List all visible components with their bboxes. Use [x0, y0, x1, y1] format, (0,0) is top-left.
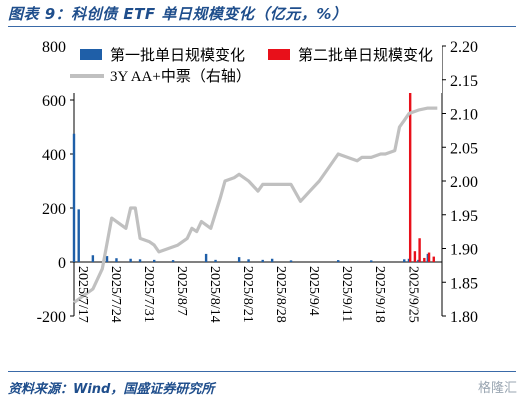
left-axis-tick-label: -200: [37, 309, 66, 326]
batch1-bar: [426, 253, 430, 262]
x-axis-tick-label: 2025/7/17: [75, 266, 90, 323]
x-axis-tick-label: 2025/7/31: [141, 266, 156, 323]
left-axis-tick-label: 600: [42, 93, 66, 110]
legend-swatch-batch2: [268, 49, 290, 60]
batch1-bar: [337, 260, 340, 262]
batch1-bar: [72, 133, 76, 262]
x-axis-tick-label: 2025/9/18: [372, 266, 387, 323]
batch1-bar: [289, 260, 293, 262]
left-axis-tick-label: 400: [42, 147, 66, 164]
batch2-bar: [432, 256, 435, 262]
batch1-bar: [171, 260, 175, 262]
right-axis-tick-label: 2.20: [450, 39, 478, 56]
right-axis-tick-label: 1.85: [450, 275, 478, 292]
left-axis-tick-label: 800: [42, 39, 66, 56]
right-axis-tick-label: 1.80: [450, 309, 478, 326]
right-axis-tick-label: 2.15: [450, 73, 478, 90]
x-axis-tick-label: 2025/9/11: [339, 266, 354, 322]
source-note: 资料来源：Wind，国盛证券研究所: [8, 382, 215, 397]
batch1-bar: [105, 256, 109, 262]
watermark: 格隆汇: [477, 381, 517, 396]
right-axis-tick-label: 1.90: [450, 242, 478, 259]
batch2-bar: [408, 86, 412, 262]
batch1-bar: [214, 259, 217, 262]
x-axis-tick-label: 2025/8/14: [207, 266, 222, 323]
batch2-bar: [413, 251, 417, 262]
source-divider: [8, 371, 516, 372]
batch1-bar: [237, 257, 241, 262]
legend-background: [70, 43, 442, 93]
batch2-bar: [423, 257, 426, 262]
batch1-bar: [129, 258, 132, 262]
batch1-bar: [403, 259, 406, 262]
x-axis-tick-label: 2025/7/24: [108, 266, 123, 323]
x-axis-tick-label: 2025/8/21: [240, 266, 255, 323]
x-axis-tick-label: 2025/8/28: [273, 266, 288, 323]
batch1-bar: [91, 255, 95, 262]
title-divider: [8, 26, 516, 27]
batch1-bar: [115, 258, 118, 262]
legend-label-batch2: 第二批单日规模变化: [298, 46, 433, 64]
batch1-bar: [270, 258, 274, 262]
batch2-bar: [418, 238, 421, 262]
yield-series-line: [73, 106, 438, 304]
batch1-bar: [204, 253, 208, 262]
right-axis-tick-label: 2.10: [450, 107, 478, 124]
legend-label-yield: 3Y AA+中票（右轴）: [110, 68, 251, 85]
right-axis-tick-label: 1.95: [450, 208, 478, 225]
batch1-bar: [261, 259, 264, 262]
figure-title: 图表 9：科创债 ETF 单日规模变化（亿元，%）: [8, 5, 348, 23]
left-axis-tick-label: 200: [42, 201, 66, 218]
batch1-bar: [370, 260, 373, 262]
batch1-bar: [77, 209, 80, 262]
x-axis-tick-label: 2025/9/25: [405, 266, 420, 323]
left-axis-tick-label: 0: [58, 255, 66, 272]
legend-swatch-batch1: [80, 49, 102, 60]
batch1-bar: [138, 259, 142, 262]
right-axis-tick-label: 2.05: [450, 140, 478, 157]
legend-label-batch1: 第一批单日规模变化: [110, 46, 245, 64]
batch1-bar: [153, 259, 156, 262]
batch1-bar: [247, 259, 250, 262]
right-axis-tick-label: 2.00: [450, 174, 478, 191]
x-axis-tick-label: 2025/9/4: [306, 266, 321, 316]
batch2-bar: [427, 252, 431, 262]
x-axis-tick-label: 2025/8/7: [174, 266, 189, 316]
